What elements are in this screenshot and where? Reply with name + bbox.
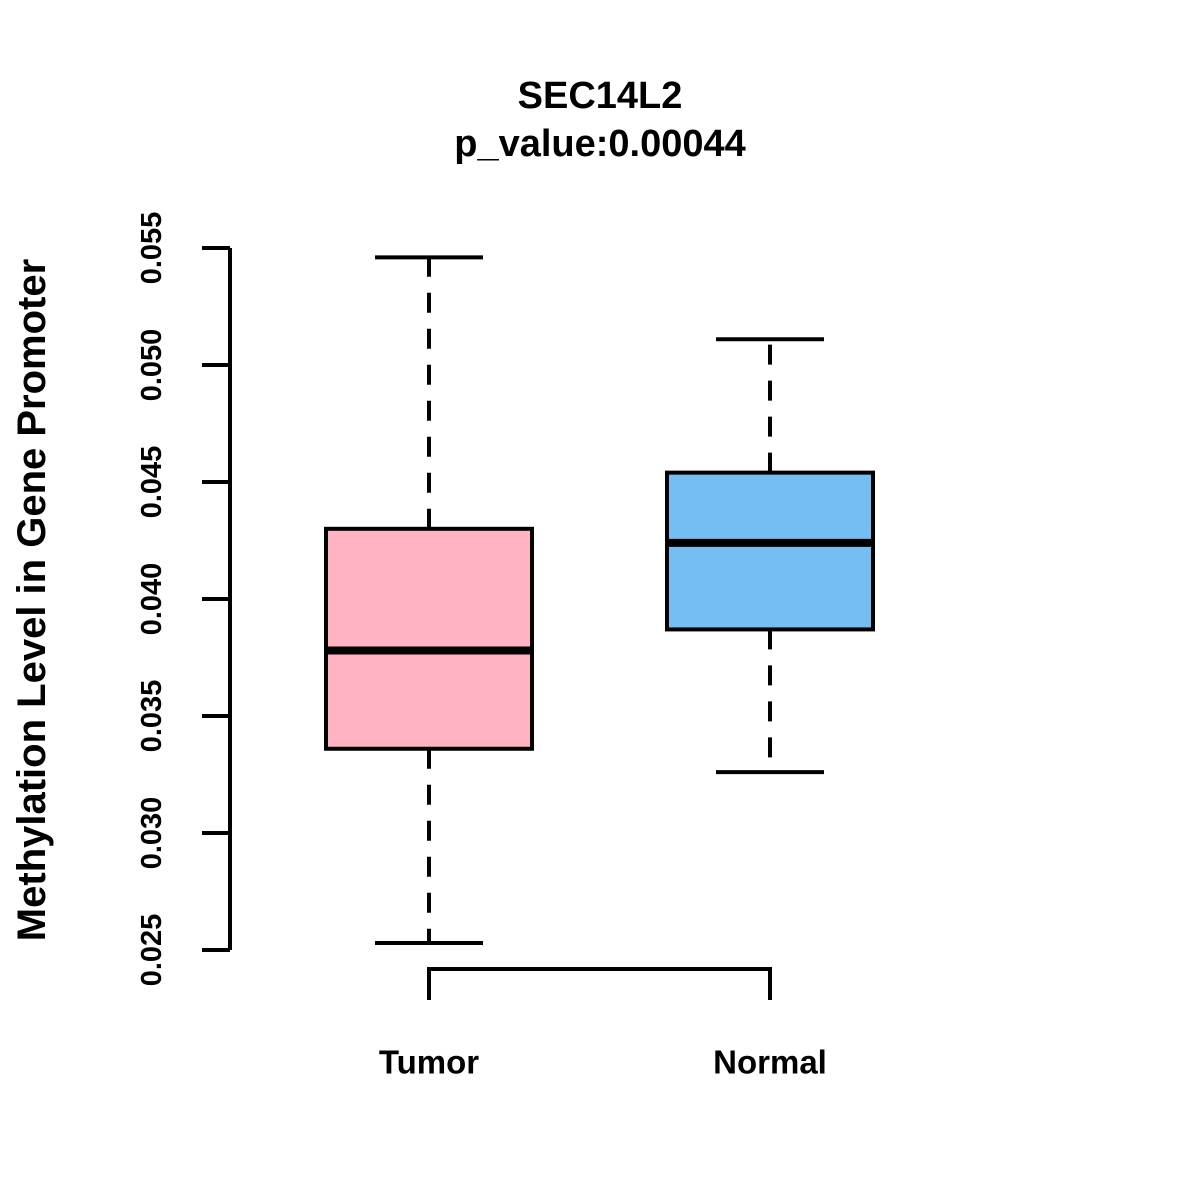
y-axis-tick-label: 0.055 <box>136 212 168 285</box>
chart-subtitle-pvalue: p_value:0.00044 <box>454 123 746 165</box>
y-axis-tick-label: 0.040 <box>136 563 168 636</box>
y-axis-title: Methylation Level in Gene Promoter <box>10 259 54 941</box>
y-axis-tick-label: 0.030 <box>136 797 168 870</box>
boxes-layer <box>324 255 875 945</box>
x-axis-line <box>427 967 772 1000</box>
y-axis-tick-label: 0.025 <box>136 914 168 987</box>
y-axis-tick-label: 0.035 <box>136 680 168 753</box>
y-axis-tick-label: 0.050 <box>136 329 168 402</box>
y-axis: 0.025 0.030 0.035 0.040 0.045 0.050 0.055 <box>136 212 232 987</box>
tumor-box <box>324 526 534 751</box>
y-axis-tick-label: 0.045 <box>136 446 168 519</box>
x-axis-label-normal: Normal <box>713 1044 827 1081</box>
chart-title: SEC14L2 <box>518 75 683 117</box>
normal-box <box>665 470 875 632</box>
x-axis-label-tumor: Tumor <box>379 1044 479 1081</box>
x-axis: Tumor Normal <box>379 967 827 1081</box>
